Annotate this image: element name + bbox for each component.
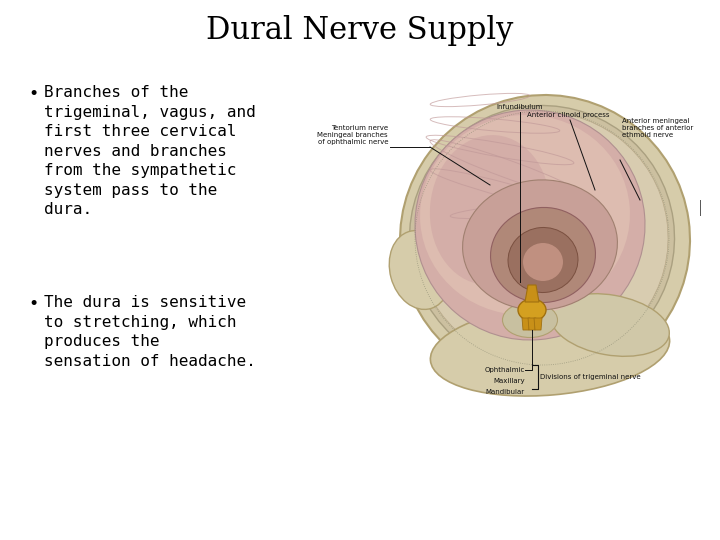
- Text: Maxillary: Maxillary: [493, 378, 525, 384]
- Text: The dura is sensitive
to stretching, which
produces the
sensation of headache.: The dura is sensitive to stretching, whi…: [44, 295, 256, 369]
- Ellipse shape: [508, 227, 578, 293]
- Ellipse shape: [551, 294, 670, 356]
- Polygon shape: [522, 318, 530, 330]
- Ellipse shape: [518, 299, 546, 321]
- Text: Infundibulum: Infundibulum: [497, 104, 544, 110]
- Ellipse shape: [410, 105, 675, 370]
- Polygon shape: [534, 318, 542, 330]
- Ellipse shape: [415, 110, 645, 340]
- Polygon shape: [528, 318, 536, 330]
- Text: Ophthalmic: Ophthalmic: [485, 367, 525, 373]
- Ellipse shape: [431, 304, 670, 396]
- Ellipse shape: [400, 95, 690, 385]
- Text: Anterior clinoid process: Anterior clinoid process: [527, 112, 609, 118]
- Ellipse shape: [390, 231, 451, 309]
- Ellipse shape: [490, 207, 595, 302]
- Text: Mandibular: Mandibular: [486, 389, 525, 395]
- Text: Dural Nerve Supply: Dural Nerve Supply: [207, 15, 513, 45]
- Text: Tentorium nerve
Meningeal branches
of ophthalmic nerve: Tentorium nerve Meningeal branches of op…: [318, 125, 388, 145]
- Ellipse shape: [523, 243, 563, 281]
- Ellipse shape: [462, 180, 618, 310]
- Ellipse shape: [430, 135, 550, 285]
- Ellipse shape: [416, 112, 668, 364]
- Text: •: •: [28, 295, 38, 313]
- Ellipse shape: [503, 302, 557, 338]
- Text: Divisions of trigeminal nerve: Divisions of trigeminal nerve: [540, 374, 641, 380]
- Polygon shape: [525, 285, 539, 302]
- Text: Branches of the
trigeminal, vagus, and
first three cervical
nerves and branches
: Branches of the trigeminal, vagus, and f…: [44, 85, 256, 218]
- Text: •: •: [28, 85, 38, 103]
- Ellipse shape: [420, 115, 630, 315]
- Text: Anterior meningeal
branches of anterior
ethmoid nerve: Anterior meningeal branches of anterior …: [622, 118, 693, 138]
